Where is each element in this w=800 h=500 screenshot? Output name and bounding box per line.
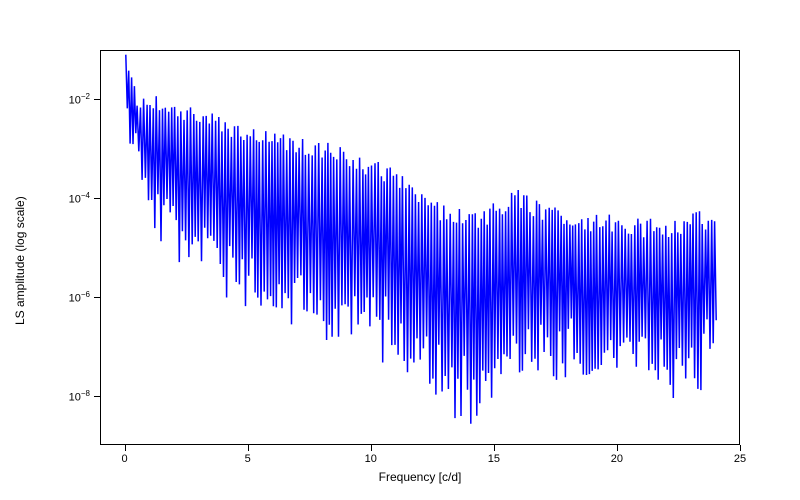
x-tick [740,445,741,451]
y-tick-label: 10−6 [45,290,90,305]
y-tick-label: 10−2 [45,92,90,107]
x-tick-label: 15 [479,453,509,465]
chart-container: LS amplitude (log scale) Frequency [c/d]… [0,0,800,500]
x-tick [494,445,495,451]
y-tick [94,99,100,100]
x-tick [617,445,618,451]
x-axis-label: Frequency [c/d] [100,470,740,484]
x-tick-label: 20 [602,453,632,465]
y-tick [94,396,100,397]
y-tick-label: 10−8 [45,389,90,404]
x-tick [248,445,249,451]
x-tick-label: 10 [356,453,386,465]
y-tick [94,297,100,298]
x-tick [371,445,372,451]
x-tick [125,445,126,451]
periodogram-line [0,0,800,500]
y-tick-label: 10−4 [45,191,90,206]
x-tick-label: 25 [725,453,755,465]
x-tick-label: 0 [110,453,140,465]
y-tick [94,198,100,199]
y-axis-label: LS amplitude (log scale) [13,165,27,325]
spectrum-path [126,55,716,424]
x-tick-label: 5 [233,453,263,465]
